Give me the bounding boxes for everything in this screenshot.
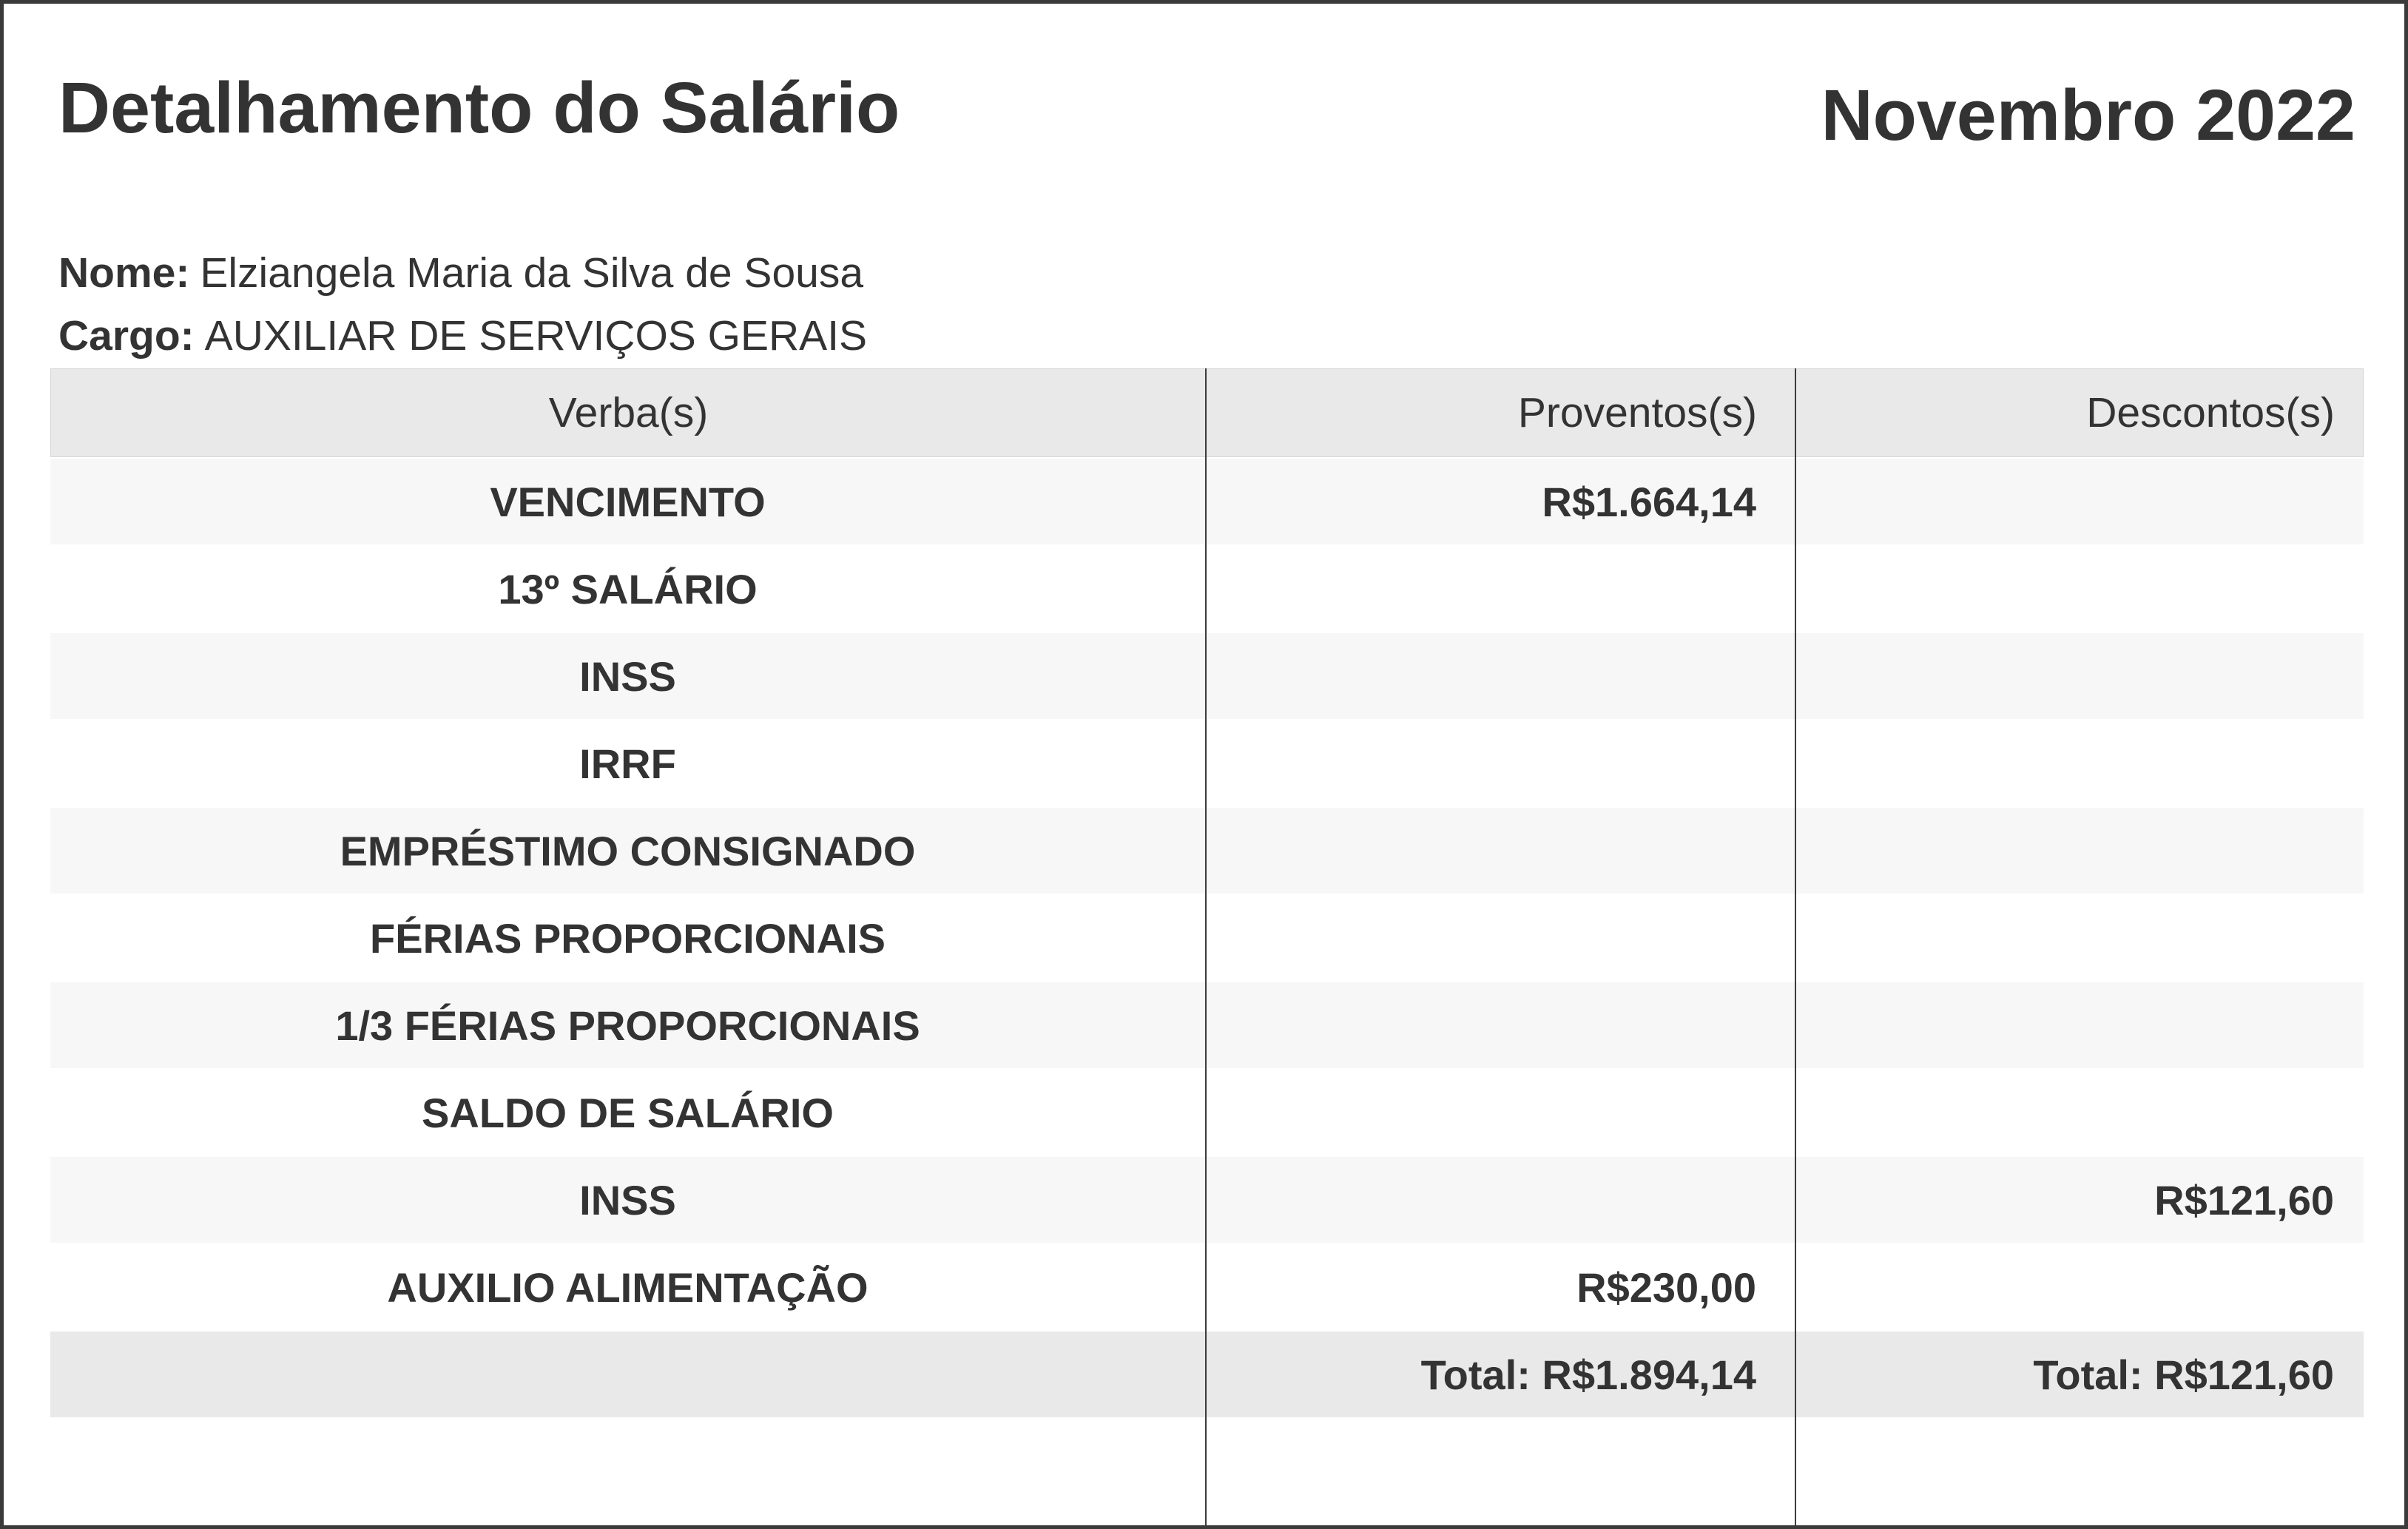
employee-name-value: Elziangela Maria da Silva de Sousa: [200, 249, 864, 297]
table-row: VENCIMENTO R$1.664,14: [50, 457, 2364, 544]
verba-cell: IRRF: [579, 740, 676, 787]
verba-cell: FÉRIAS PROPORCIONAIS: [370, 914, 886, 962]
total-proventos-cell: Total: R$1.894,14: [1420, 1351, 1756, 1398]
employee-name-label: Nome:: [58, 249, 190, 297]
descontos-cell: R$121,60: [2154, 1176, 2334, 1223]
column-header-proventos: Proventos(s): [1517, 389, 1757, 436]
column-divider-proventos-descontos: [1795, 368, 1796, 1525]
table-row: INSS: [50, 632, 2364, 719]
verba-cell: EMPRÉSTIMO CONSIGNADO: [340, 827, 916, 874]
verba-cell: VENCIMENTO: [490, 478, 766, 525]
column-header-descontos: Descontos(s): [2086, 389, 2335, 436]
verba-cell: SALDO DE SALÁRIO: [422, 1089, 834, 1136]
page-title: Detalhamento do Salário: [58, 67, 900, 148]
table-row: AUXILIO ALIMENTAÇÃO R$230,00: [50, 1243, 2364, 1330]
table-row: FÉRIAS PROPORCIONAIS: [50, 894, 2364, 981]
table-row: SALDO DE SALÁRIO: [50, 1068, 2364, 1155]
table-row: 13º SALÁRIO: [50, 544, 2364, 632]
period-title: Novembro 2022: [1821, 75, 2355, 155]
verba-cell: INSS: [579, 652, 676, 700]
table-row: EMPRÉSTIMO CONSIGNADO: [50, 806, 2364, 894]
salary-table: Verba(s) Proventos(s) Descontos(s) VENCI…: [50, 368, 2364, 1417]
verba-cell: 13º SALÁRIO: [498, 565, 758, 612]
employee-role-line: Cargo: AUXILIAR DE SERVIÇOS GERAIS: [58, 311, 867, 361]
verba-cell: AUXILIO ALIMENTAÇÃO: [387, 1263, 869, 1311]
proventos-cell: R$230,00: [1576, 1263, 1756, 1311]
verba-cell: 1/3 FÉRIAS PROPORCIONAIS: [335, 1002, 920, 1049]
table-row: INSS R$121,60: [50, 1155, 2364, 1243]
table-total-row: Total: R$1.894,14 Total: R$121,60: [50, 1330, 2364, 1417]
verba-cell: INSS: [579, 1176, 676, 1223]
total-descontos-cell: Total: R$121,60: [2033, 1351, 2334, 1398]
proventos-cell: R$1.664,14: [1542, 478, 1756, 525]
column-divider-verba-proventos: [1205, 368, 1207, 1525]
table-row: IRRF: [50, 719, 2364, 806]
column-header-verba: Verba(s): [548, 389, 709, 436]
employee-role-label: Cargo:: [58, 312, 195, 360]
employee-name-line: Nome: Elziangela Maria da Silva de Sousa: [58, 248, 863, 298]
table-row: 1/3 FÉRIAS PROPORCIONAIS: [50, 981, 2364, 1068]
table-header-row: Verba(s) Proventos(s) Descontos(s): [50, 368, 2364, 457]
employee-role-value: AUXILIAR DE SERVIÇOS GERAIS: [204, 312, 868, 360]
